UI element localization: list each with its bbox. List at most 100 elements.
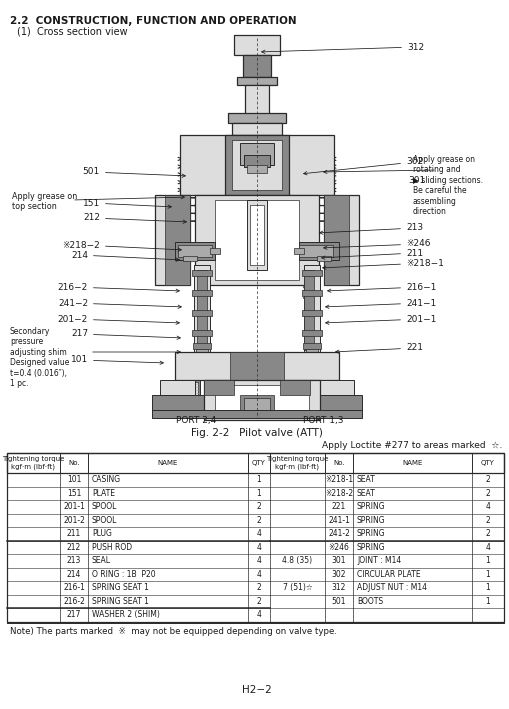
Text: 151: 151 xyxy=(82,199,171,208)
Text: 241-1: 241-1 xyxy=(327,515,349,525)
Text: ※218−2: ※218−2 xyxy=(62,240,181,251)
Text: 213: 213 xyxy=(67,557,81,565)
Text: SPOOL: SPOOL xyxy=(92,515,117,525)
Text: ADJUST NUT : M14: ADJUST NUT : M14 xyxy=(356,584,426,592)
Text: 501: 501 xyxy=(82,167,185,177)
Bar xyxy=(301,270,321,276)
Bar xyxy=(155,195,190,285)
Bar xyxy=(246,200,267,270)
Text: SPOOL: SPOOL xyxy=(92,502,117,511)
Text: 2: 2 xyxy=(256,502,261,511)
Text: BOOTS: BOOTS xyxy=(356,597,382,605)
Text: 221: 221 xyxy=(331,502,346,511)
Text: ※218-2: ※218-2 xyxy=(324,489,352,498)
Bar xyxy=(240,395,273,415)
Bar xyxy=(183,256,196,261)
Bar xyxy=(315,382,332,412)
Text: 241-2: 241-2 xyxy=(327,529,349,538)
Bar xyxy=(303,265,319,355)
Text: 1: 1 xyxy=(485,570,490,579)
Text: Tightening torque
kgf·m (lbf·ft): Tightening torque kgf·m (lbf·ft) xyxy=(3,457,65,470)
Text: WASHER 2 (SHIM): WASHER 2 (SHIM) xyxy=(92,610,159,619)
Text: 4: 4 xyxy=(256,529,261,538)
Text: 101: 101 xyxy=(67,475,81,484)
Text: ※218-1: ※218-1 xyxy=(324,475,352,484)
Bar xyxy=(293,248,303,254)
Bar xyxy=(204,380,319,420)
Text: 7 (51)☆: 7 (51)☆ xyxy=(282,584,312,592)
Text: 241−1: 241−1 xyxy=(325,298,435,308)
Text: (1)  Cross section view: (1) Cross section view xyxy=(17,27,127,37)
Bar xyxy=(237,77,276,85)
Bar xyxy=(305,349,318,352)
Text: No.: No. xyxy=(332,460,344,466)
Bar xyxy=(191,290,212,296)
Text: 2: 2 xyxy=(256,584,261,592)
Text: 241−2: 241−2 xyxy=(58,298,181,308)
Text: Secondary
pressure
adjusting shim
Designed value
t=0.4 (0.016″),
1 pc.: Secondary pressure adjusting shim Design… xyxy=(10,327,69,388)
Text: CASING: CASING xyxy=(92,475,121,484)
Text: 211: 211 xyxy=(67,529,81,538)
Bar xyxy=(301,290,321,296)
Text: 302: 302 xyxy=(303,157,422,175)
Text: 2: 2 xyxy=(485,475,490,484)
Bar xyxy=(175,352,338,380)
Text: SPRING: SPRING xyxy=(356,502,385,511)
Text: 201−2: 201−2 xyxy=(58,315,179,325)
Text: 1: 1 xyxy=(256,489,261,498)
Text: 201-2: 201-2 xyxy=(63,515,85,525)
Text: JOINT : M14: JOINT : M14 xyxy=(356,557,401,565)
Bar xyxy=(175,242,215,260)
Text: 217: 217 xyxy=(67,610,81,619)
Text: 214: 214 xyxy=(67,570,81,579)
Bar xyxy=(191,330,212,336)
Bar xyxy=(210,248,219,254)
Bar xyxy=(230,352,284,380)
Text: 1: 1 xyxy=(256,475,261,484)
Text: 201−1: 201−1 xyxy=(325,315,436,325)
Text: 4.8 (35): 4.8 (35) xyxy=(282,557,312,565)
Text: No.: No. xyxy=(68,460,79,466)
Bar xyxy=(215,200,298,280)
Text: 301: 301 xyxy=(407,176,425,185)
Text: 4: 4 xyxy=(485,502,490,511)
Text: NAME: NAME xyxy=(402,460,422,466)
Text: 1: 1 xyxy=(485,557,490,565)
Bar xyxy=(193,265,210,355)
Text: H2−2: H2−2 xyxy=(242,685,271,695)
Text: 4: 4 xyxy=(256,543,261,552)
Text: 1: 1 xyxy=(485,597,490,605)
Text: SEAL: SEAL xyxy=(92,557,111,565)
Bar xyxy=(301,310,321,316)
Bar xyxy=(318,380,353,395)
Text: 216-1: 216-1 xyxy=(63,584,85,592)
Bar xyxy=(178,245,212,257)
Text: Note) The parts marked  ※  may not be equipped depending on valve type.: Note) The parts marked ※ may not be equi… xyxy=(10,627,336,635)
Text: PORT 1,3: PORT 1,3 xyxy=(302,416,343,425)
Text: CIRCULAR PLATE: CIRCULAR PLATE xyxy=(356,570,420,579)
Bar xyxy=(232,140,281,190)
Bar xyxy=(243,155,269,167)
Text: PLUG: PLUG xyxy=(92,529,111,538)
Bar xyxy=(249,205,264,265)
Text: SPRING: SPRING xyxy=(356,543,385,552)
Text: SPRING: SPRING xyxy=(356,529,385,538)
Text: ※246: ※246 xyxy=(328,543,349,552)
Text: 216−1: 216−1 xyxy=(327,282,436,292)
Bar xyxy=(152,395,204,410)
Bar xyxy=(228,113,286,123)
Text: O RING : 1B  P20: O RING : 1B P20 xyxy=(92,570,155,579)
Bar xyxy=(7,453,503,622)
Text: 4: 4 xyxy=(256,610,261,619)
Bar xyxy=(180,382,197,412)
Text: 201-1: 201-1 xyxy=(63,502,85,511)
Text: 2: 2 xyxy=(485,515,490,525)
Text: SPRING SEAT 1: SPRING SEAT 1 xyxy=(92,597,149,605)
Text: 2: 2 xyxy=(485,529,490,538)
Text: ※218−1: ※218−1 xyxy=(322,259,443,269)
Bar xyxy=(298,242,338,260)
Text: 2: 2 xyxy=(485,489,490,498)
Bar xyxy=(234,35,279,55)
Text: SEAT: SEAT xyxy=(356,475,375,484)
Text: 312: 312 xyxy=(261,43,423,53)
